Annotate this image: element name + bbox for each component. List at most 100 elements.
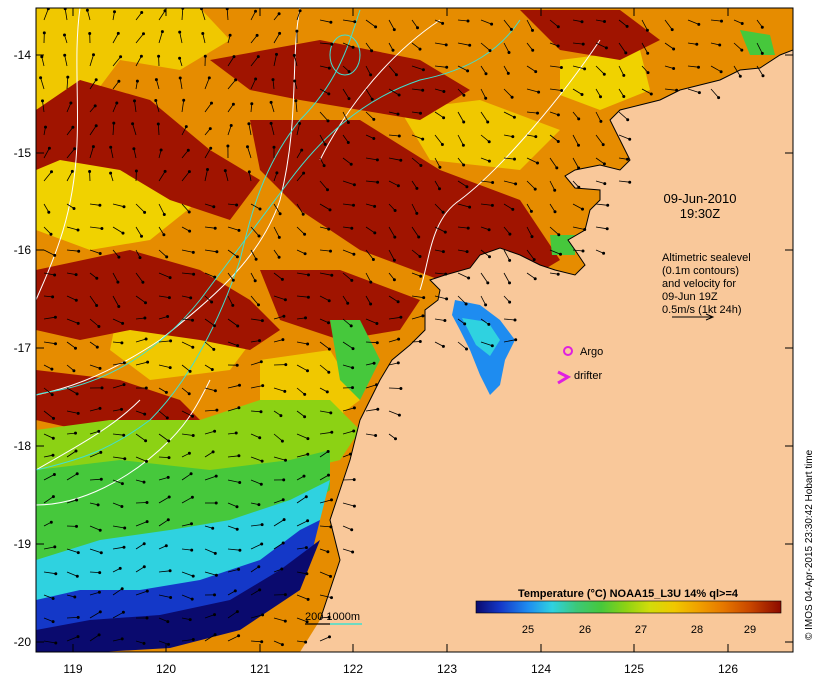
velocity-arrow-head [492, 181, 494, 183]
velocity-arrow-head [123, 384, 125, 386]
velocity-arrow-head [258, 504, 260, 506]
velocity-arrow-head [422, 315, 424, 317]
velocity-arrow-head [256, 34, 258, 36]
velocity-arrow-head [165, 391, 167, 393]
velocity-arrow-head [232, 304, 234, 306]
velocity-arrow-head [95, 79, 97, 81]
velocity-arrow-head [212, 527, 214, 529]
velocity-arrow-head [119, 567, 121, 569]
velocity-arrow-head [187, 149, 189, 151]
velocity-arrow-head [204, 55, 206, 57]
velocity-arrow-head [330, 21, 332, 23]
velocity-arrow-head [143, 566, 145, 568]
velocity-arrow-head [323, 165, 325, 167]
velocity-arrow-head [623, 74, 625, 76]
velocity-arrow-head [191, 415, 193, 417]
velocity-arrow-head [238, 384, 240, 386]
velocity-arrow-head [98, 325, 100, 327]
velocity-arrow-head [168, 297, 170, 299]
velocity-arrow-head [96, 277, 98, 279]
velocity-arrow-head [416, 212, 418, 214]
velocity-arrow-head [400, 159, 402, 161]
velocity-arrow-head [353, 479, 355, 481]
velocity-arrow-head [488, 141, 490, 143]
velocity-arrow-head [330, 526, 332, 528]
velocity-arrow-head [305, 547, 307, 549]
velocity-arrow-head [54, 343, 56, 345]
velocity-arrow-head [442, 22, 444, 24]
velocity-arrow-head [303, 475, 305, 477]
velocity-arrow-head [167, 519, 169, 521]
velocity-arrow-head [508, 282, 510, 284]
velocity-arrow-head [144, 317, 146, 319]
velocity-arrow-head [110, 146, 112, 148]
velocity-arrow-head [438, 188, 440, 190]
velocity-arrow-head [52, 597, 54, 599]
velocity-arrow-head [52, 417, 54, 419]
velocity-arrow-head [350, 163, 352, 165]
velocity-arrow-head [145, 460, 147, 462]
velocity-arrow-head [491, 204, 493, 206]
velocity-arrow-head [191, 496, 193, 498]
velocity-arrow-head [348, 71, 350, 73]
velocity-arrow-head [143, 481, 145, 483]
velocity-arrow-head [284, 459, 286, 461]
velocity-arrow-head [132, 123, 134, 125]
velocity-arrow-head [466, 186, 468, 188]
velocity-arrow-head [558, 234, 560, 236]
velocity-arrow-head [146, 617, 148, 619]
velocity-arrow-head [584, 68, 586, 70]
velocity-arrow-head [535, 136, 537, 138]
velocity-arrow-head [158, 55, 160, 57]
velocity-arrow-head [213, 348, 215, 350]
velocity-arrow-head [212, 451, 214, 453]
velocity-arrow-head [70, 102, 72, 104]
velocity-arrow-head [99, 252, 101, 254]
velocity-arrow-head [216, 251, 218, 253]
latitude-tick-label: -17 [14, 341, 32, 355]
velocity-arrow-head [118, 80, 120, 82]
velocity-arrow-head [352, 46, 354, 48]
velocity-arrow-head [188, 393, 190, 395]
velocity-arrow-head [718, 97, 720, 99]
velocity-arrow-head [278, 236, 280, 238]
velocity-arrow-head [376, 342, 378, 344]
velocity-arrow-head [606, 228, 608, 230]
velocity-arrow-head [328, 371, 330, 373]
velocity-arrow-head [464, 323, 466, 325]
velocity-arrow-head [48, 211, 50, 213]
velocity-arrow-head [307, 438, 309, 440]
velocity-arrow-head [698, 23, 700, 25]
velocity-arrow-head [167, 621, 169, 623]
velocity-arrow-head [211, 368, 213, 370]
velocity-arrow-head [295, 100, 297, 102]
velocity-arrow-head [190, 473, 192, 475]
velocity-arrow-head [353, 505, 355, 507]
velocity-arrow-head [646, 29, 648, 31]
velocity-arrow-head [512, 208, 514, 210]
velocity-arrow-head [371, 50, 373, 52]
velocity-arrow-head [419, 255, 421, 257]
velocity-arrow-head [629, 138, 631, 140]
velocity-arrow-head [155, 79, 157, 81]
velocity-arrow-head [168, 457, 170, 459]
velocity-arrow-head [513, 158, 515, 160]
velocity-arrow-head [99, 204, 101, 206]
velocity-arrow-head [370, 281, 372, 283]
velocity-arrow-head [144, 413, 146, 415]
velocity-arrow-head [276, 172, 278, 174]
velocity-arrow-head [293, 54, 295, 56]
velocity-arrow-head [133, 100, 135, 102]
velocity-arrow-head [121, 588, 123, 590]
velocity-arrow-head [394, 236, 396, 238]
velocity-arrow-head [50, 233, 52, 235]
velocity-arrow-head [75, 299, 77, 301]
velocity-arrow-head [215, 475, 217, 477]
velocity-arrow-head [393, 279, 395, 281]
altimetry-note-line: Altimetric sealevel [662, 252, 751, 264]
colorbar-gradient [476, 601, 781, 613]
velocity-arrow-head [169, 277, 171, 279]
velocity-arrow-head [443, 117, 445, 119]
velocity-arrow-head [142, 281, 144, 283]
velocity-arrow-head [392, 49, 394, 51]
